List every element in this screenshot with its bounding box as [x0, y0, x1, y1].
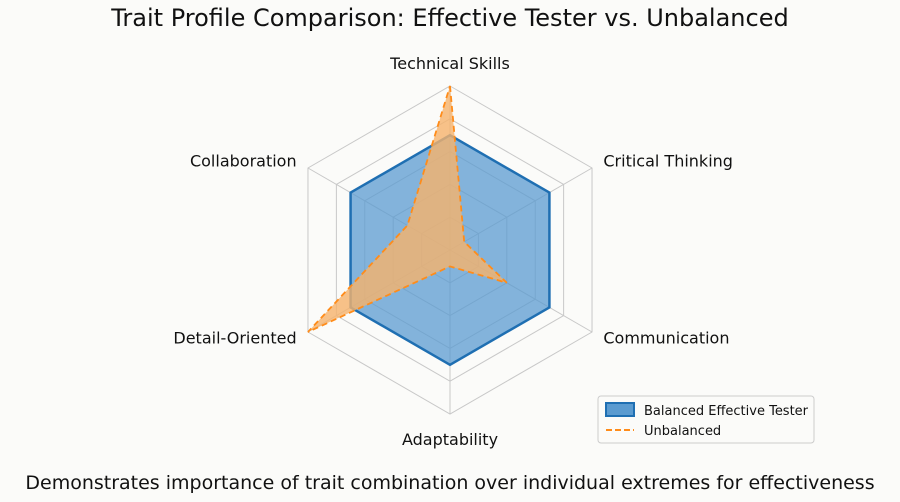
chart-title: Trait Profile Comparison: Effective Test…: [111, 4, 789, 32]
axis-label-detail-oriented: Detail-Oriented: [173, 329, 296, 348]
chart-caption: Demonstrates importance of trait combina…: [25, 472, 875, 494]
axis-labels: Technical Skills Critical Thinking Communi…: [173, 54, 733, 449]
axis-label-technical-skills: Technical Skills: [389, 54, 510, 73]
axis-label-collaboration: Collaboration: [190, 151, 297, 170]
radar-series: [307, 85, 551, 367]
legend-label-balanced: Balanced Effective Tester: [644, 404, 809, 419]
axis-label-critical-thinking: Critical Thinking: [603, 151, 733, 170]
legend-label-unbalanced: Unbalanced: [644, 424, 721, 439]
series-unbalanced: [307, 85, 508, 333]
legend: Balanced Effective Tester Unbalanced: [597, 395, 815, 444]
legend-frame: [597, 395, 815, 444]
axis-label-communication: Communication: [603, 329, 729, 348]
legend-swatch-balanced: [605, 402, 635, 417]
axis-label-adaptability: Adaptability: [402, 430, 498, 449]
